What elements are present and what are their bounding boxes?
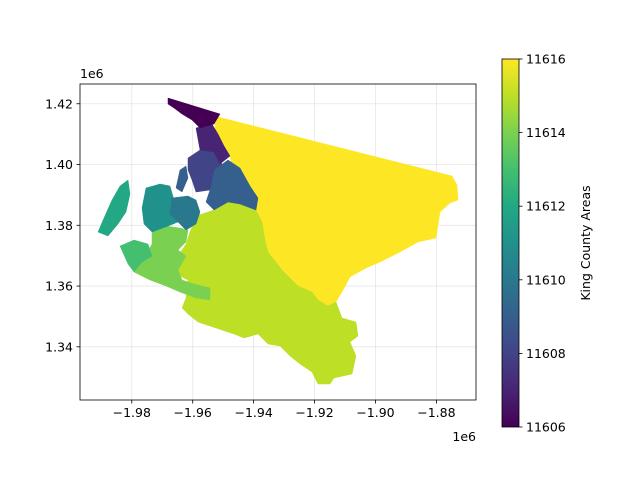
colorbar (501, 58, 520, 428)
colorbar-ticks: 11606 11608 11610 11612 11614 11616 (519, 52, 566, 435)
region-11607 (195, 123, 231, 165)
region-11609 (205, 159, 259, 211)
x-tick-label: −1.98 (113, 405, 151, 420)
region-11614-b (151, 225, 189, 251)
colorbar-tick-label: 11616 (526, 52, 566, 67)
x-tick-label: −1.92 (295, 405, 333, 420)
x-axis-ticks: −1.98 −1.96 −1.94 −1.92 −1.90 −1.88 (113, 400, 456, 420)
region-11612 (97, 179, 131, 237)
y-tick-label: 1.42 (45, 96, 73, 111)
region-11614-a (133, 243, 211, 301)
map-regions (97, 97, 459, 385)
y-offset-label: 1e6 (80, 66, 104, 81)
region-11615 (171, 201, 359, 385)
region-11606 (167, 97, 221, 129)
axes-frame (79, 83, 477, 401)
colorbar-tick-label: 11610 (526, 272, 566, 287)
region-11609-b (175, 165, 189, 193)
x-tick-label: −1.96 (174, 405, 212, 420)
region-11613 (119, 239, 153, 273)
x-tick-label: −1.94 (234, 405, 272, 420)
colorbar-tick-label: 11608 (526, 346, 566, 361)
region-11610 (169, 195, 201, 231)
y-tick-label: 1.36 (45, 279, 73, 294)
y-tick-label: 1.40 (45, 157, 73, 172)
x-tick-label: −1.88 (417, 405, 455, 420)
colorbar-tick-label: 11614 (526, 125, 566, 140)
colorbar-tick-label: 11606 (526, 420, 566, 435)
y-tick-label: 1.34 (45, 339, 73, 354)
x-tick-label: −1.90 (356, 405, 394, 420)
colorbar-tick-label: 11612 (526, 199, 566, 214)
y-axis-ticks: 1.34 1.36 1.38 1.40 1.42 (45, 96, 80, 354)
y-tick-label: 1.38 (45, 218, 73, 233)
x-offset-label: 1e6 (452, 429, 476, 444)
colorbar-label: King County Areas (578, 185, 593, 300)
